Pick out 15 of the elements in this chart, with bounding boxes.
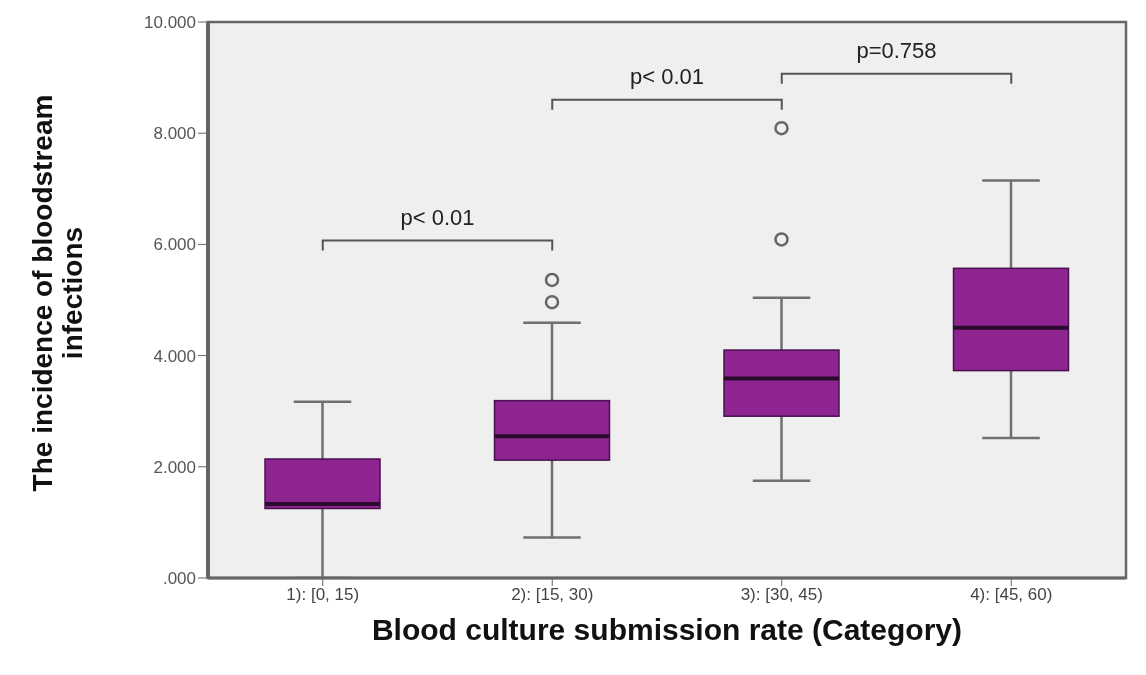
x-tick-label: 4): [45, 60) — [970, 585, 1053, 605]
x-tick-label: 1): [0, 15) — [286, 585, 360, 605]
y-tick-label: 4.000 — [153, 346, 196, 366]
y-tick-label: 8.000 — [153, 124, 196, 144]
x-axis-title: Blood culture submission rate (Category) — [370, 613, 964, 647]
x-tick-label: 2): [15, 30) — [511, 585, 594, 605]
y-tick-label: .000 — [162, 569, 196, 589]
y-axis-title: The incidence of bloodstream infections — [27, 93, 88, 494]
y-tick-label: 10.000 — [144, 13, 196, 33]
x-tick-label: 3): [30, 45) — [740, 585, 823, 605]
annotation: p< 0.01 — [629, 63, 705, 89]
y-tick-label: 2.000 — [153, 457, 196, 477]
y-tick-label: 6.000 — [153, 235, 196, 255]
annotation: p< 0.01 — [400, 204, 475, 230]
annotation: p=0.758 — [856, 37, 937, 63]
